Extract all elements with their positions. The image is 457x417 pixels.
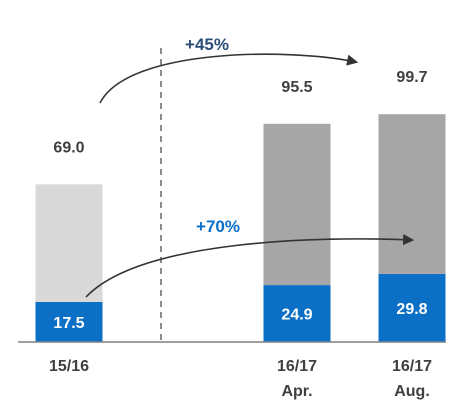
- total-value-label-1: 95.5: [281, 79, 312, 96]
- bar-segment-grey-0: [35, 184, 103, 303]
- bar-segment-blue-0: [35, 302, 103, 342]
- total-value-label-0: 69.0: [53, 139, 84, 156]
- segment-value-label-2: 29.8: [396, 301, 427, 318]
- growth-arrow-top: [99, 53, 359, 104]
- x-tick-label-0: 15/16: [49, 358, 89, 375]
- annotation-plus-70: +70%: [196, 217, 240, 236]
- growth-arrow-bottom: [85, 234, 415, 298]
- bar-segment-grey-1: [263, 123, 331, 286]
- bar-segment-blue-1: [263, 285, 331, 342]
- bar-segment-grey-2: [378, 114, 446, 274]
- annotation-plus-45: +45%: [185, 35, 229, 54]
- segment-value-label-1: 24.9: [281, 307, 312, 324]
- bar-segment-blue-2: [378, 273, 446, 342]
- x-tick-sublabel-1: Apr.: [281, 383, 312, 400]
- total-value-label-2: 99.7: [396, 69, 427, 86]
- segment-value-label-0: 17.5: [53, 315, 84, 332]
- x-tick-sublabel-2: Aug.: [394, 383, 430, 400]
- x-tick-label-2: 16/17: [392, 358, 432, 375]
- x-tick-label-1: 16/17: [277, 358, 317, 375]
